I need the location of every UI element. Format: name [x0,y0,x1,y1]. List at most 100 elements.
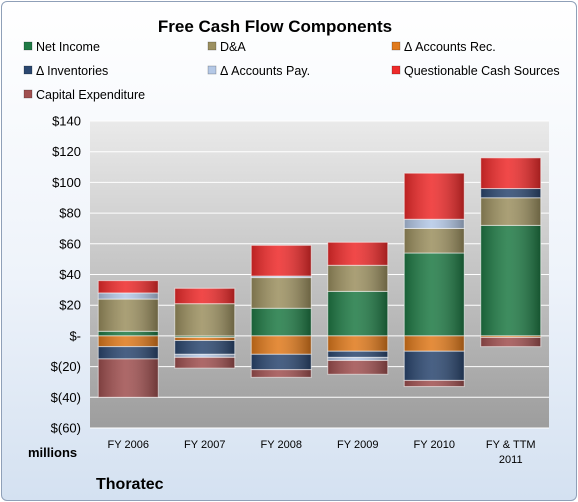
bar-segment-outline [97,358,159,398]
bar-segment-shading [174,335,235,338]
bar-segment-shading [251,369,312,378]
bar-segment-shading [327,360,388,375]
x-tick-label: FY & TTM 2011 [486,439,536,466]
x-tick-label-line: FY 2007 [184,439,225,451]
bar-segment-shading [327,291,388,336]
legend-label: Questionable Cash Sources [404,64,560,78]
bar-segment-shading [98,299,159,332]
bar-segment-shading [251,354,312,370]
x-axis-ticks: FY 2006 FY 2007 FY 2008 FY 2009 FY 2010 FY & … [108,439,536,466]
legend-label: Capital Expenditure [36,88,145,102]
legend-label: Δ Accounts Rec. [404,40,496,54]
legend-swatch [207,65,217,75]
y-tick-label: $80 [59,206,81,221]
y-tick-label: $140 [52,114,81,129]
bar-segment-shading [174,354,235,358]
bar-segment-outline [403,172,465,220]
legend-swatch [23,41,33,51]
x-tick-label: FY 2008 [261,439,302,451]
legend-swatch [391,65,401,75]
bar-segment-shading [327,357,388,361]
bar-segment-outline [327,241,389,266]
bar-segment-shading [480,335,541,338]
bar-segment-shading [98,346,159,359]
y-tick-label: $20 [59,298,81,313]
bar-segment-shading [404,253,465,336]
y-tick-label: $120 [52,144,81,159]
bar-segment-shading [480,188,541,198]
y-tick-label: $(60) [51,421,81,436]
bar-segment-shading [404,173,465,220]
y-tick-label: $40 [59,267,81,282]
legend-label: Net Income [36,40,100,54]
legend-label: Δ Accounts Pay. [220,64,310,78]
bar-segment-shading [251,335,312,355]
bar-segment-shading [251,277,312,309]
bar-segment-outline [480,157,542,190]
bar-segment-shading [327,265,388,292]
bar-segment-shading [480,157,541,189]
y-tick-label: $(20) [51,359,81,374]
bar-segment-shading [404,335,465,352]
x-tick-label-line: FY 2010 [414,439,455,451]
y-tick-label: $(40) [51,390,81,405]
bars [97,157,542,398]
legend-label: D&A [220,40,246,54]
bar-segment-shading [327,242,388,266]
gridlines [90,120,549,429]
bar-segment-outline [327,359,389,375]
bar-segment-shading [480,337,541,347]
bar-segment-shading [251,276,312,278]
company-name: Thoratec [96,476,164,493]
y-tick-label: $100 [52,175,81,190]
legend-swatch [23,65,33,75]
bar-segment-shading [174,288,235,304]
x-tick-label: FY 2007 [184,439,225,451]
units-label: millions [28,445,77,460]
bar-segment-shading [404,228,465,254]
bar-segment-shading [404,351,465,381]
bar-segment-outline [174,287,236,305]
bar-segment-shading [404,380,465,387]
bar-segment-shading [98,280,159,293]
x-tick-label: FY 2009 [337,439,378,451]
x-tick-label-line: 2011 [499,454,523,466]
chart-title: Free Cash Flow Components [158,17,392,36]
bar-segment-shading [327,335,388,352]
x-tick-label-line: FY 2008 [261,439,302,451]
x-tick-label-line: FY 2006 [108,439,149,451]
x-tick-label: FY 2006 [108,439,149,451]
bar-segment-shading [174,357,235,369]
legend-swatch [23,89,33,99]
bar-segment-shading [404,219,465,229]
bar-segment-shading [98,358,159,398]
bar-segment-shading [480,197,541,226]
x-tick-label-line: FY 2009 [337,439,378,451]
y-tick-label: $- [69,328,81,343]
bar-segment-shading [251,245,312,277]
x-tick-label-line: FY & TTM [486,439,536,451]
legend-swatch [391,41,401,51]
bar-segment-shading [174,303,235,336]
bar-segment-outline [480,336,542,348]
bar-segment-outline [403,379,465,388]
bar-segment-outline [250,244,312,277]
bar-segment-shading [174,340,235,355]
bar-segment-shading [251,308,312,336]
bar-segment-shading [98,292,159,300]
legend: Net Income D&A Δ Accounts Rec. Δ Inventorie… [23,40,560,102]
bar-segment-shading [480,225,541,336]
bar-segment-shading [174,337,235,341]
bar-segment-outline [97,280,159,294]
y-tick-label: $60 [59,236,81,251]
bar-segment-shading [98,331,159,336]
y-axis-ticks: $140 $120 $100 $80 $60 $40 $20 $- $(20) $(40) $(60… [51,114,81,436]
bar-segment-outline [250,369,312,378]
bar-segment-outline [174,356,236,369]
x-tick-label: FY 2010 [414,439,455,451]
legend-swatch [207,41,217,51]
bar-segment-shading [327,351,388,358]
bar-segment-shading [98,335,159,347]
